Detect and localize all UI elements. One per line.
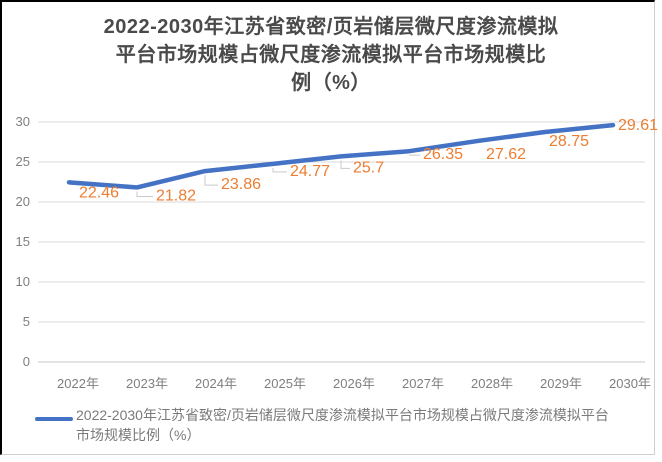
y-axis-tick-label: 5 bbox=[23, 314, 30, 329]
y-axis-tick-label: 30 bbox=[16, 114, 30, 129]
x-axis-tick-label: 2029年 bbox=[540, 376, 582, 391]
data-label: 22.46 bbox=[79, 184, 119, 201]
data-label: 29.61 bbox=[618, 117, 658, 134]
y-axis-tick-label: 15 bbox=[16, 234, 30, 249]
y-axis-tick-label: 0 bbox=[23, 354, 30, 369]
legend-label-line-1: 2022-2030年江苏省致密/页岩储层微尺度渗流模拟平台市场规模占微尺度渗流模… bbox=[76, 407, 609, 423]
legend-label-line-2: 市场规模比例（%） bbox=[76, 427, 201, 443]
chart-frame bbox=[0, 0, 655, 455]
x-axis-tick-label: 2028年 bbox=[471, 376, 513, 391]
data-label: 25.7 bbox=[353, 159, 384, 176]
data-label: 23.86 bbox=[221, 176, 261, 193]
data-label-leader-line bbox=[204, 175, 218, 186]
data-label-leader-line bbox=[340, 160, 350, 169]
data-label: 28.75 bbox=[549, 133, 589, 150]
data-label: 21.82 bbox=[156, 187, 196, 204]
y-axis-tick-label: 20 bbox=[16, 194, 30, 209]
y-axis-tick-label: 25 bbox=[16, 154, 30, 169]
data-label-leader-line bbox=[136, 191, 153, 197]
y-axis-tick-label: 10 bbox=[16, 274, 30, 289]
x-axis-tick-label: 2027年 bbox=[402, 376, 444, 391]
legend-line-swatch bbox=[35, 417, 73, 421]
x-axis-tick-label: 2024年 bbox=[195, 376, 237, 391]
chart-title: 2022-2030年江苏省致密/页岩储层微尺度渗流模拟 平台市场规模占微尺度渗流… bbox=[0, 13, 662, 97]
legend: 2022-2030年江苏省致密/页岩储层微尺度渗流模拟平台市场规模占微尺度渗流模… bbox=[76, 405, 656, 445]
chart-title-line-1: 2022-2030年江苏省致密/页岩储层微尺度渗流模拟 bbox=[103, 16, 559, 38]
x-axis-tick-label: 2025年 bbox=[264, 376, 306, 391]
x-axis-tick-label: 2026年 bbox=[333, 376, 375, 391]
data-label-leader-line bbox=[272, 167, 287, 173]
x-axis-tick-label: 2022年 bbox=[57, 376, 99, 391]
x-axis-tick-label: 2023年 bbox=[126, 376, 168, 391]
data-label: 24.77 bbox=[290, 163, 330, 180]
chart-title-line-3: 例（%） bbox=[291, 72, 371, 94]
data-label: 27.62 bbox=[486, 146, 526, 163]
x-axis-tick-label: 2030年 bbox=[609, 376, 651, 391]
series-line bbox=[66, 122, 616, 190]
data-label: 26.35 bbox=[423, 146, 463, 163]
chart-title-line-2: 平台市场规模占微尺度渗流模拟平台市场规模比 bbox=[115, 44, 547, 66]
